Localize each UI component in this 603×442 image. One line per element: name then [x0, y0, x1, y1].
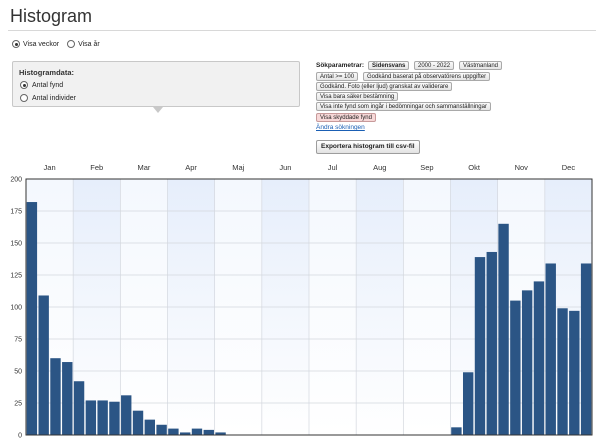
- histogram-bar: [215, 432, 226, 435]
- histogram-bar: [38, 295, 49, 435]
- y-tick-label: 175: [10, 209, 22, 216]
- view-weeks-option[interactable]: Visa veckor: [12, 40, 59, 48]
- histogram-bar: [580, 263, 592, 435]
- histogram-bar: [451, 427, 462, 435]
- histogram-bar: [474, 257, 486, 435]
- y-tick-label: 100: [10, 305, 22, 312]
- param-tag-approved-observer[interactable]: Godkänd baserat på observatörens uppgift…: [363, 72, 491, 81]
- histogram-bar: [168, 428, 179, 435]
- month-label: Sep: [420, 163, 433, 172]
- y-tick-label: 150: [10, 241, 22, 248]
- month-label: Jun: [279, 163, 291, 172]
- y-tick-label: 200: [10, 177, 22, 184]
- y-tick-label: 50: [14, 369, 22, 376]
- histogram-bar: [569, 310, 580, 435]
- histogram-bar: [533, 281, 545, 435]
- month-label: Nov: [515, 163, 529, 172]
- histogram-bar: [73, 381, 85, 435]
- y-tick-label: 75: [14, 337, 22, 344]
- view-years-label: Visa år: [78, 40, 100, 48]
- month-label: Dec: [562, 163, 576, 172]
- histogram-bar: [203, 429, 214, 435]
- export-csv-button[interactable]: Exportera histogram till csv-fil: [316, 140, 420, 154]
- month-label: Okt: [468, 163, 481, 172]
- y-tick-label: 0: [18, 433, 22, 440]
- month-label: Jan: [44, 163, 56, 172]
- histogram-bar: [498, 223, 509, 435]
- plot-frame: [25, 178, 593, 436]
- month-label: Jul: [328, 163, 338, 172]
- count-individuals-label: Antal individer: [32, 94, 76, 102]
- view-weeks-radio[interactable]: [12, 40, 20, 48]
- view-weeks-label: Visa veckor: [23, 40, 60, 48]
- page-title: Histogram: [10, 6, 93, 26]
- month-label: Apr: [185, 163, 197, 172]
- change-search-link[interactable]: Ändra sökningen: [316, 124, 365, 131]
- histogram-bar: [132, 410, 144, 435]
- histogram-bar: [121, 395, 132, 435]
- histogram-bar: [97, 400, 108, 435]
- histogram-data-panel: Histogramdata: Antal fynd Antal individe…: [12, 61, 300, 107]
- month-label: Aug: [373, 163, 386, 172]
- search-params-label: Sökparametrar:: [316, 62, 365, 69]
- param-tag-certain-only[interactable]: Visa bara säker bestämning: [316, 92, 399, 101]
- panel-pointer: [153, 107, 163, 113]
- param-tag-species[interactable]: Sidensvans: [368, 61, 410, 70]
- param-tag-min-count[interactable]: Antal >= 100: [316, 72, 359, 81]
- month-label: Maj: [232, 163, 244, 172]
- histogram-bar: [510, 300, 521, 435]
- histogram-bar: [144, 419, 156, 435]
- title-divider: [8, 30, 596, 31]
- param-tag-region[interactable]: Västmanland: [459, 61, 503, 70]
- histogram-bar: [109, 401, 120, 435]
- histogram-bar: [545, 263, 556, 435]
- histogram-bar: [62, 362, 73, 435]
- histogram-bar: [486, 251, 497, 435]
- count-individuals-radio[interactable]: [20, 94, 28, 102]
- view-mode-options: Visa veckor Visa år: [12, 40, 100, 48]
- param-tag-years[interactable]: 2000 - 2022: [414, 61, 455, 70]
- histogram-chart: 0 25 50 75 100 125 150 175 200 Jan Feb Mar Apr Maj Jun…: [10, 163, 593, 440]
- param-tag-exclude-assessments[interactable]: Visa inte fynd som ingår i bedömningar o…: [316, 102, 491, 111]
- month-label: Mar: [137, 163, 150, 172]
- histogram-bar: [179, 432, 191, 435]
- count-individuals-option[interactable]: Antal individer: [20, 94, 76, 102]
- param-tag-protected[interactable]: Visa skyddade fynd: [316, 113, 376, 122]
- histogram-bar: [191, 428, 203, 435]
- histogram-bar: [462, 372, 474, 435]
- histogram-bar: [557, 308, 568, 435]
- month-label: Feb: [90, 163, 103, 172]
- count-findings-option[interactable]: Antal fynd: [20, 81, 63, 89]
- view-years-option[interactable]: Visa år: [67, 40, 100, 48]
- param-tag-approved-photo[interactable]: Godkänd. Foto (eller ljud) granskat av v…: [316, 82, 453, 91]
- histogram-bar: [26, 202, 38, 435]
- histogram-data-title: Histogramdata:: [19, 68, 75, 77]
- count-findings-label: Antal fynd: [32, 81, 64, 89]
- histogram-bar: [521, 290, 533, 435]
- view-years-radio[interactable]: [67, 40, 76, 48]
- histogram-bar: [85, 400, 97, 435]
- histogram-bar: [50, 358, 61, 435]
- histogram-bar: [156, 424, 167, 435]
- y-tick-label: 25: [14, 401, 22, 408]
- y-tick-label: 125: [10, 273, 22, 280]
- count-findings-radio[interactable]: [20, 81, 28, 89]
